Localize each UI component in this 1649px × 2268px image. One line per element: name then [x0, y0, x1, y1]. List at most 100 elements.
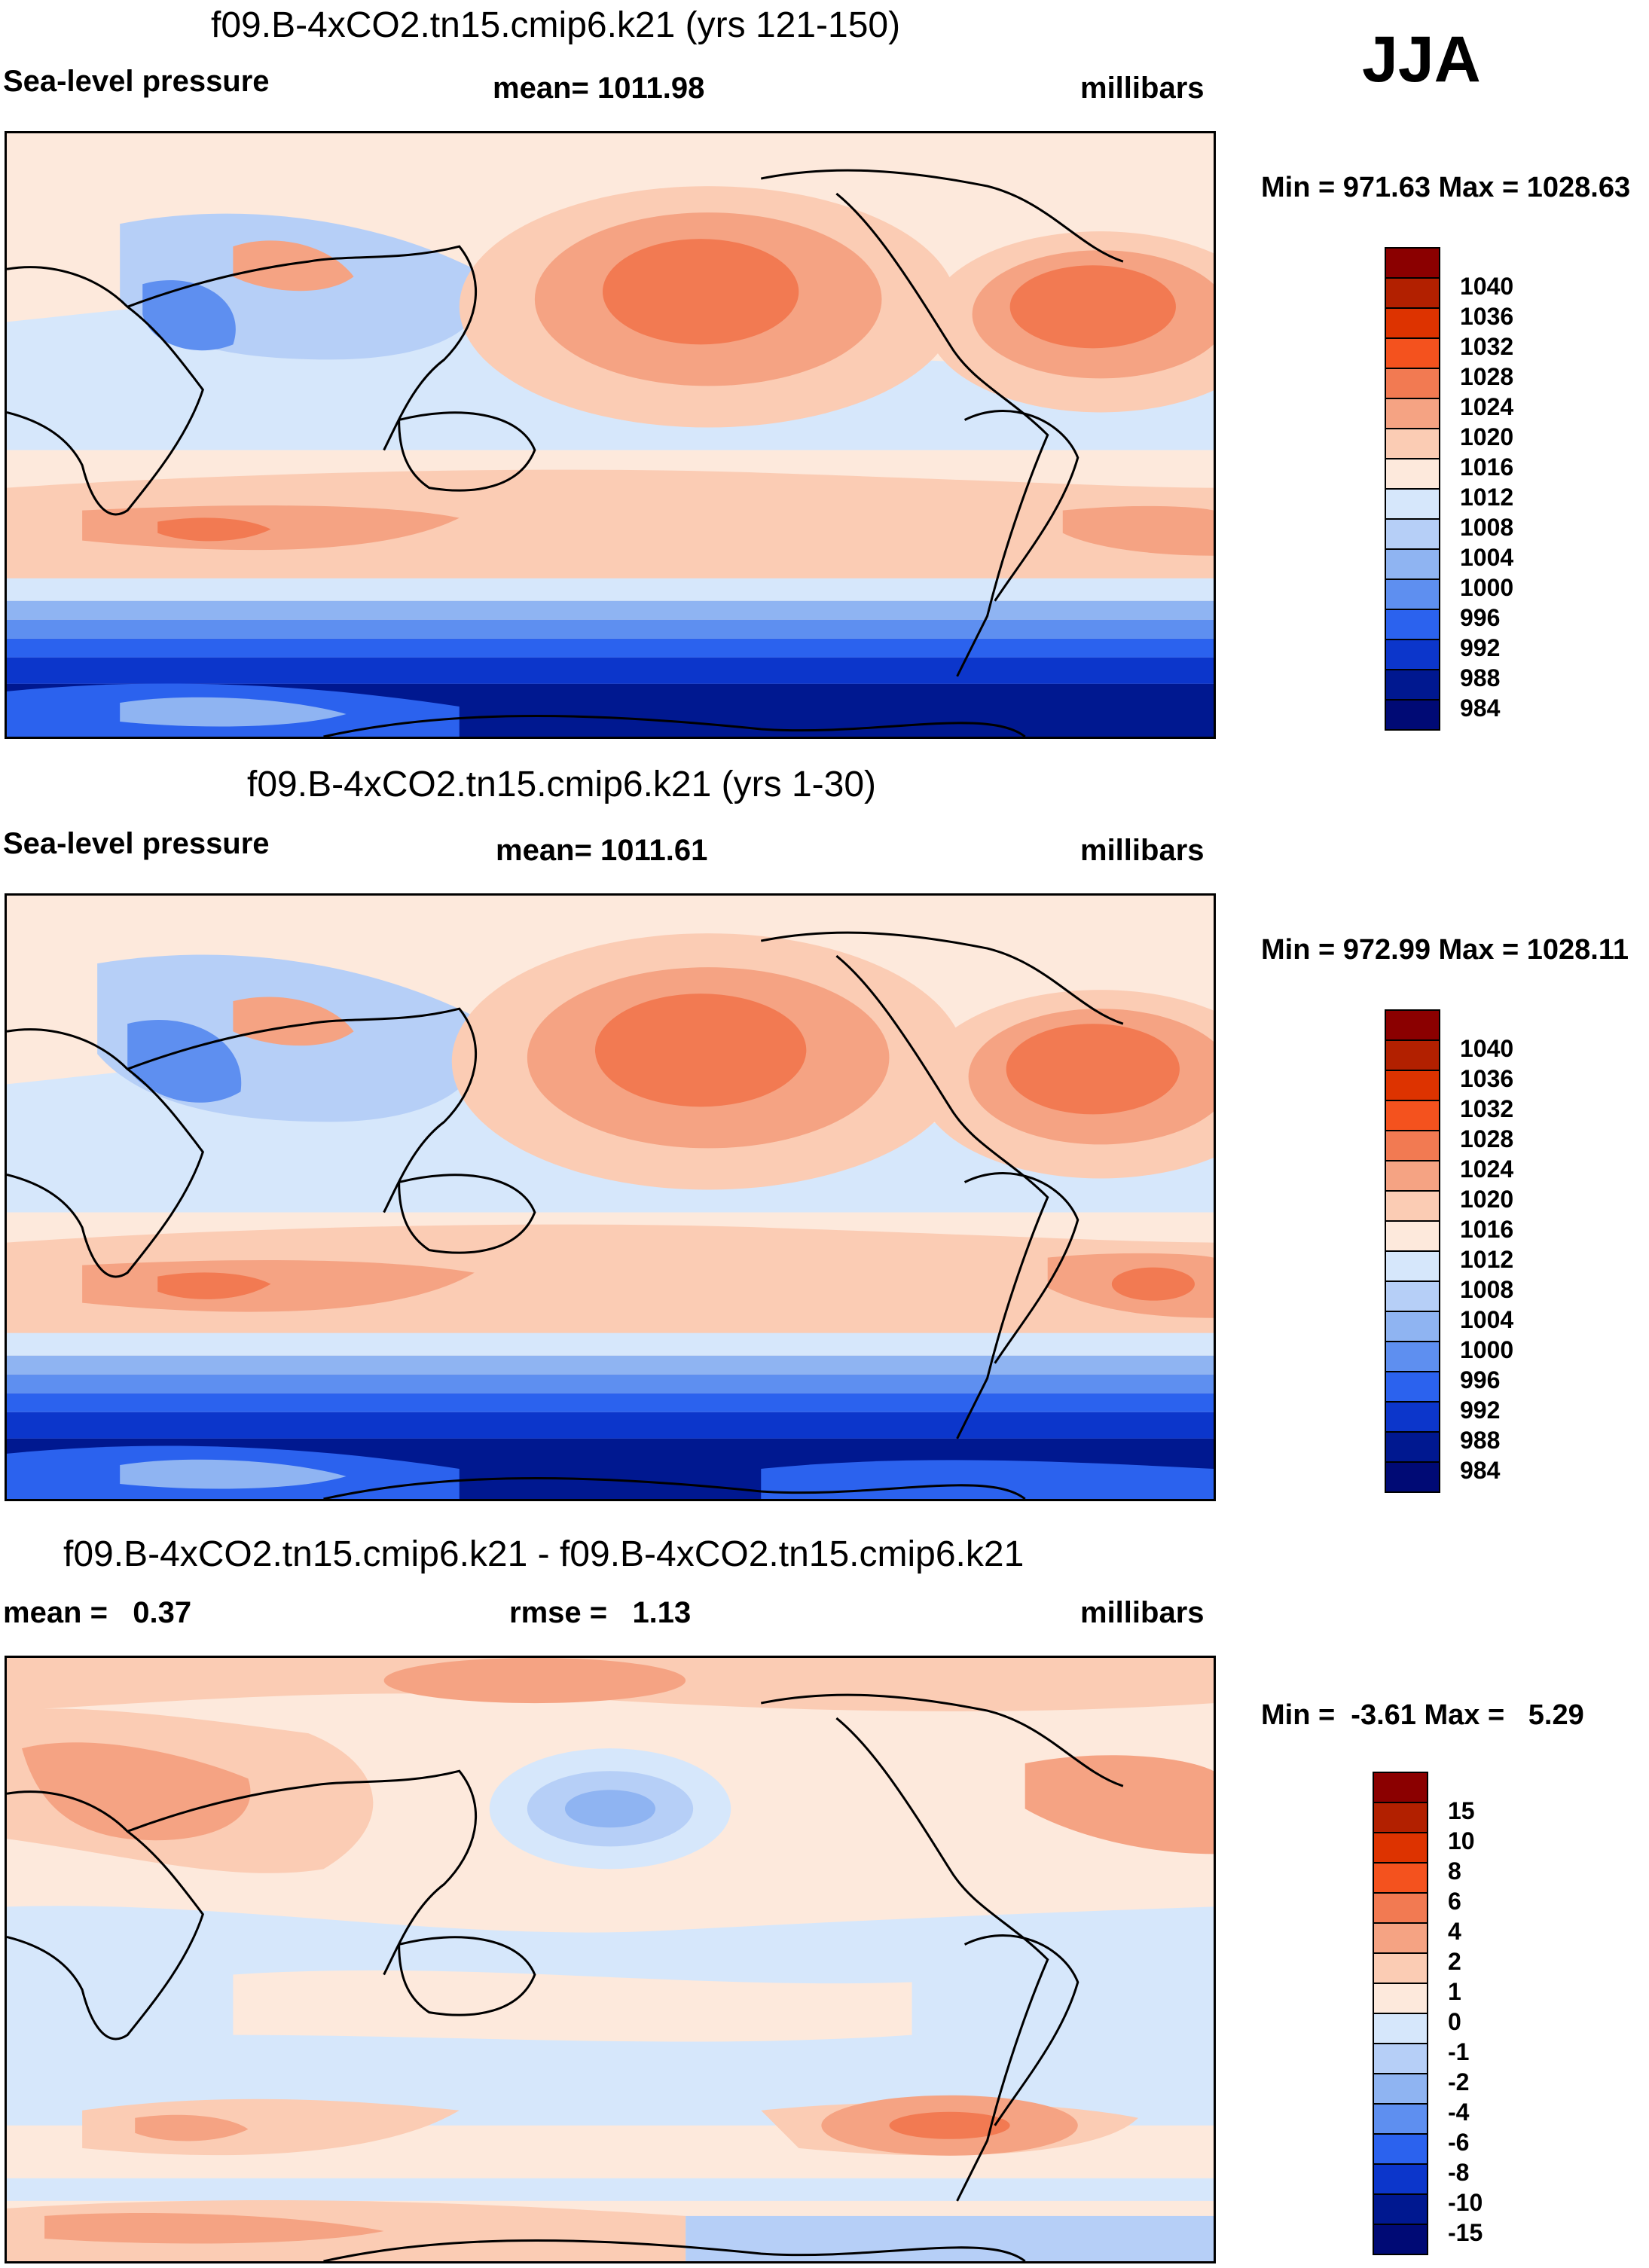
panel3-units-label: millibars — [1080, 1596, 1205, 1629]
colorbar-tick-label: 992 — [1460, 634, 1501, 661]
colorbar-swatch — [1373, 1983, 1428, 2014]
colorbar-swatch — [1373, 1802, 1428, 1833]
colorbar-tick-label: 1 — [1448, 1978, 1461, 2005]
colorbar-swatch — [1373, 2133, 1428, 2165]
colorbar-swatch — [1385, 1220, 1440, 1252]
panel1-variable-label: Sea-level pressure — [3, 65, 270, 98]
colorbar-swatch — [1385, 609, 1440, 640]
colorbar-swatch — [1373, 2043, 1428, 2074]
colorbar-swatch — [1373, 2163, 1428, 2195]
panel3-title: f09.B-4xCO2.tn15.cmip6.k21 - f09.B-4xCO2… — [63, 1534, 1025, 1574]
panel1-colorbar: 1040 1036 1032 1028 1024 1020 1016 1012 1008 1004… — [1385, 247, 1611, 731]
colorbar-tick-label: 1016 — [1460, 453, 1514, 481]
panel3-map — [5, 1656, 1216, 2263]
colorbar-swatch — [1385, 1431, 1440, 1463]
panel1-map — [5, 131, 1216, 739]
colorbar-swatch — [1373, 1862, 1428, 1894]
colorbar-tick-label: 1024 — [1460, 1155, 1514, 1183]
colorbar-swatch — [1373, 1922, 1428, 1954]
colorbar-swatch — [1385, 307, 1440, 339]
colorbar-swatch — [1385, 1039, 1440, 1071]
colorbar-tick-label: 1020 — [1460, 1186, 1514, 1213]
panel2-units-label: millibars — [1080, 834, 1205, 867]
colorbar-swatch — [1385, 518, 1440, 550]
panel2-minmax: Min = 972.99 Max = 1028.11 — [1261, 934, 1629, 966]
colorbar-tick-label: 1004 — [1460, 544, 1514, 571]
colorbar-tick-label: 1016 — [1460, 1216, 1514, 1243]
panel1-minmax: Min = 971.63 Max = 1028.63 — [1261, 172, 1631, 203]
colorbar-swatch — [1385, 1130, 1440, 1161]
panel2-title: f09.B-4xCO2.tn15.cmip6.k21 (yrs 1-30) — [247, 765, 877, 804]
colorbar-tick-label: 1040 — [1460, 273, 1514, 300]
colorbar-swatch — [1373, 1952, 1428, 1984]
panel3-colorbar: 15 10 8 6 4 2 1 0 -1 -2 -4 -6 -8 -10 -15 — [1373, 1772, 1599, 2255]
colorbar-swatch — [1385, 1250, 1440, 1282]
colorbar-tick-label: 1008 — [1460, 514, 1514, 541]
colorbar-tick-label: 1024 — [1460, 393, 1514, 420]
colorbar-tick-label: -2 — [1448, 2068, 1470, 2096]
colorbar-tick-label: 4 — [1448, 1918, 1461, 1945]
colorbar-tick-label: -15 — [1448, 2219, 1483, 2246]
colorbar-swatch — [1373, 2073, 1428, 2105]
colorbar-swatch — [1385, 398, 1440, 429]
colorbar-swatch — [1385, 1160, 1440, 1192]
colorbar-swatch — [1385, 1341, 1440, 1372]
colorbar-swatch — [1385, 548, 1440, 580]
colorbar-tick-label: 0 — [1448, 2008, 1461, 2035]
panel2-mean-label: mean= 1011.61 — [496, 834, 708, 867]
colorbar-swatch — [1385, 428, 1440, 459]
colorbar-tick-label: 1020 — [1460, 423, 1514, 450]
colorbar-swatch — [1385, 1009, 1440, 1041]
colorbar-tick-label: 1040 — [1460, 1035, 1514, 1062]
colorbar-swatch — [1385, 578, 1440, 610]
colorbar-tick-label: 1008 — [1460, 1276, 1514, 1303]
colorbar-swatch — [1385, 1311, 1440, 1342]
colorbar-swatch — [1373, 2224, 1428, 2255]
colorbar-tick-label: 1036 — [1460, 1065, 1514, 1092]
colorbar-tick-label: 1012 — [1460, 484, 1514, 511]
colorbar-tick-label: 8 — [1448, 1857, 1461, 1885]
colorbar-swatch — [1385, 639, 1440, 670]
colorbar-swatch — [1385, 247, 1440, 279]
colorbar-tick-label: 1032 — [1460, 1095, 1514, 1122]
panel1-units-label: millibars — [1080, 72, 1205, 105]
colorbar-swatch — [1385, 1190, 1440, 1222]
colorbar-swatch — [1385, 277, 1440, 309]
panel3-minmax: Min = -3.61 Max = 5.29 — [1261, 1699, 1584, 1731]
panel1-mean-label: mean= 1011.98 — [493, 72, 705, 105]
colorbar-tick-label: 1000 — [1460, 1336, 1514, 1363]
colorbar-swatch — [1373, 1892, 1428, 1924]
colorbar-swatch — [1385, 368, 1440, 399]
panel2-variable-label: Sea-level pressure — [3, 827, 270, 860]
panel3-rmse-label: rmse = 1.13 — [509, 1596, 692, 1629]
colorbar-tick-label: 1028 — [1460, 1125, 1514, 1152]
colorbar-tick-label: 988 — [1460, 664, 1501, 691]
colorbar-tick-label: 996 — [1460, 1366, 1501, 1393]
colorbar-tick-label: -1 — [1448, 2038, 1470, 2065]
colorbar-tick-label: 992 — [1460, 1397, 1501, 1424]
colorbar-tick-label: 1028 — [1460, 363, 1514, 390]
colorbar-tick-label: 984 — [1460, 1457, 1501, 1484]
colorbar-swatch — [1385, 669, 1440, 701]
panel1-contour-field — [7, 133, 1214, 737]
colorbar-swatch — [1385, 1461, 1440, 1493]
colorbar-tick-label: 1000 — [1460, 574, 1514, 601]
colorbar-swatch — [1373, 2103, 1428, 2135]
colorbar-tick-label: -6 — [1448, 2129, 1470, 2156]
colorbar-swatch — [1373, 2193, 1428, 2225]
colorbar-tick-label: 1032 — [1460, 333, 1514, 360]
colorbar-tick-label: 996 — [1460, 604, 1501, 631]
colorbar-tick-label: 988 — [1460, 1427, 1501, 1454]
colorbar-swatch — [1385, 699, 1440, 731]
colorbar-tick-label: 1012 — [1460, 1246, 1514, 1273]
panel2-colorbar: 1040 1036 1032 1028 1024 1020 1016 1012 1008 1004… — [1385, 1009, 1611, 1493]
season-label: JJA — [1362, 23, 1481, 96]
panel2-contour-field — [7, 896, 1214, 1499]
colorbar-swatch — [1373, 2013, 1428, 2044]
colorbar-tick-label: 6 — [1448, 1888, 1461, 1915]
colorbar-swatch — [1385, 1401, 1440, 1433]
panel3-mean-label: mean = 0.37 — [3, 1596, 192, 1629]
colorbar-swatch — [1385, 1371, 1440, 1403]
colorbar-swatch — [1385, 1100, 1440, 1131]
colorbar-swatch — [1385, 337, 1440, 369]
